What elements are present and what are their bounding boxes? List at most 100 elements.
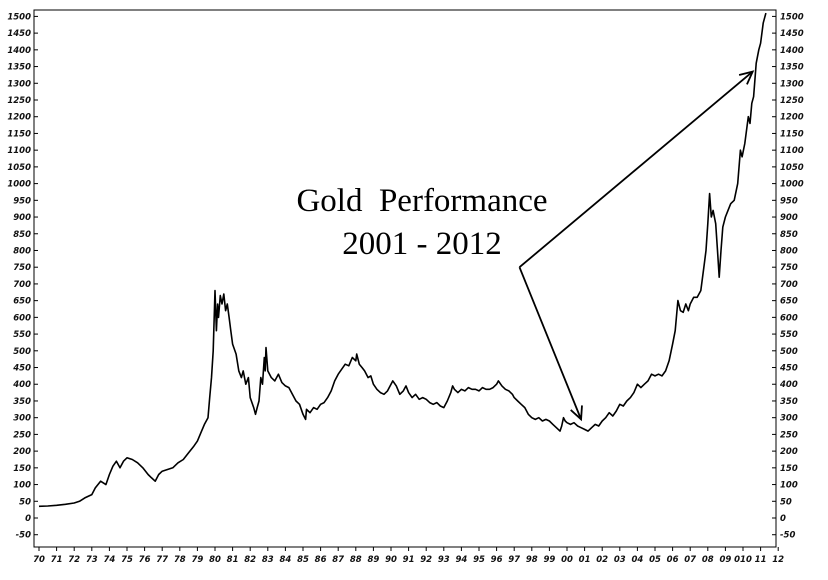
y-tick-left-label: 50 xyxy=(19,497,31,507)
x-tick-label: 97 xyxy=(508,555,520,565)
x-tick-label: 70 xyxy=(33,555,45,565)
y-tick-left-label: 1300 xyxy=(7,79,31,89)
x-tick-label: 08 xyxy=(702,555,714,565)
plot-frame xyxy=(33,9,777,548)
x-tick-label: 77 xyxy=(156,555,168,565)
y-tick-left-label: 1150 xyxy=(7,129,31,139)
y-tick-right-label: 900 xyxy=(780,213,798,223)
x-tick-label: 11 xyxy=(755,555,767,565)
x-tick-label: 12 xyxy=(772,555,784,565)
x-tick-label: 83 xyxy=(262,555,274,565)
y-tick-right-label: 400 xyxy=(779,380,798,390)
chart-title-line-2: 2001 - 2012 xyxy=(342,226,502,262)
y-tick-left-label: 1450 xyxy=(7,29,31,39)
y-tick-right-label: 600 xyxy=(780,313,798,323)
y-tick-right-label: 950 xyxy=(780,196,798,206)
x-tick-label: 92 xyxy=(420,555,432,565)
y-tick-right-label: 200 xyxy=(780,447,798,457)
annotation-arrow-1 xyxy=(518,266,582,420)
y-tick-right-label: 500 xyxy=(780,347,798,357)
y-tick-right-label: 850 xyxy=(780,230,798,240)
y-tick-right-label: 1500 xyxy=(780,12,804,22)
y-tick-left-label: 1100 xyxy=(7,146,31,156)
y-axis-left: -50 0 50 100 150 200 250 300 350 400 450 500 550 600 6… xyxy=(7,12,38,541)
x-tick-label: 07 xyxy=(684,555,696,565)
y-tick-right-label: 800 xyxy=(780,246,798,256)
x-tick-label: 94 xyxy=(455,555,467,565)
chart-title-line-1: Gold Performance xyxy=(296,183,547,219)
x-tick-label: 00 xyxy=(561,555,573,565)
annotation-layer xyxy=(518,70,755,422)
y-tick-right-label: 650 xyxy=(780,297,798,307)
y-tick-right-label: 1250 xyxy=(780,96,804,106)
y-tick-right-label: 450 xyxy=(779,364,798,374)
y-tick-right-label: 1000 xyxy=(780,180,804,190)
x-tick-label: 84 xyxy=(279,555,291,565)
x-tick-label: 05 xyxy=(649,555,661,565)
y-tick-left-label: 0 xyxy=(25,514,31,524)
y-tick-left-label: 1500 xyxy=(7,12,31,22)
y-tick-left-label: 450 xyxy=(12,364,31,374)
y-tick-left-label: 350 xyxy=(13,397,31,407)
x-tick-label: 87 xyxy=(332,555,344,565)
y-tick-left-label: 550 xyxy=(13,330,31,340)
y-tick-right-label: 350 xyxy=(780,397,798,407)
y-tick-right-label: 1150 xyxy=(780,129,804,139)
y-tick-left-label: 250 xyxy=(13,430,31,440)
x-tick-label: 95 xyxy=(473,555,485,565)
x-tick-label: 88 xyxy=(350,555,362,565)
x-tick-label: 82 xyxy=(244,555,256,565)
y-tick-left-label: 950 xyxy=(13,196,31,206)
y-tick-left-label: 1200 xyxy=(7,113,31,123)
y-tick-left-label: 1250 xyxy=(7,96,31,106)
x-tick-label: 76 xyxy=(139,555,151,565)
x-tick-label: 78 xyxy=(174,555,186,565)
annotation-arrow-2 xyxy=(518,70,754,268)
y-tick-right-label: 150 xyxy=(780,464,798,474)
y-tick-left-label: 1350 xyxy=(7,63,31,73)
x-tick-label: 74 xyxy=(103,555,115,565)
series-layer xyxy=(38,12,767,508)
y-tick-right-label: -50 xyxy=(780,531,795,541)
y-tick-left-label: 100 xyxy=(13,481,31,491)
x-tick-label: 80 xyxy=(209,555,221,565)
y-tick-left-label: 400 xyxy=(12,380,31,390)
x-tick-label: 89 xyxy=(367,555,379,565)
y-tick-left-label: 150 xyxy=(13,464,31,474)
y-tick-right-label: 550 xyxy=(780,330,798,340)
y-tick-left-label: 850 xyxy=(13,230,31,240)
y-tick-right-label: 1050 xyxy=(780,163,804,173)
y-tick-left-label: 800 xyxy=(13,246,31,256)
y-tick-left-label: 900 xyxy=(13,213,31,223)
x-tick-label: 85 xyxy=(297,555,309,565)
y-tick-left-label: 750 xyxy=(13,263,31,273)
y-tick-left-label: 200 xyxy=(13,447,31,457)
x-tick-label: 98 xyxy=(526,555,538,565)
x-tick-label: 90 xyxy=(385,555,397,565)
x-tick-label: 71 xyxy=(51,555,63,565)
x-tick-label: 010 xyxy=(734,555,752,565)
y-tick-left-label: 650 xyxy=(13,297,31,307)
x-tick-label: 02 xyxy=(596,555,608,565)
x-axis: 70 71 72 73 74 75 76 77 78 79 80 81 82 83 84 85 86 87 88 89… xyxy=(33,547,784,565)
y-tick-left-label: 500 xyxy=(13,347,31,357)
x-tick-label: 93 xyxy=(438,555,450,565)
x-tick-label: 96 xyxy=(491,555,503,565)
annotation-arrowhead-1 xyxy=(570,405,583,422)
x-tick-label: 81 xyxy=(227,555,239,565)
y-tick-right-label: 1200 xyxy=(780,113,804,123)
y-tick-right-label: 300 xyxy=(780,414,798,424)
y-tick-right-label: 1100 xyxy=(780,146,804,156)
x-tick-label: 03 xyxy=(614,555,626,565)
x-tick-label: 01 xyxy=(579,555,591,565)
y-tick-right-label: 750 xyxy=(780,263,798,273)
x-tick-label: 79 xyxy=(191,555,203,565)
y-tick-left-label: -50 xyxy=(16,531,31,541)
x-tick-label: 73 xyxy=(86,555,98,565)
gold-price-line xyxy=(38,12,767,508)
y-tick-right-label: 100 xyxy=(780,481,798,491)
y-tick-right-label: 1400 xyxy=(780,46,804,56)
x-tick-label: 99 xyxy=(543,555,555,565)
y-axis-right: -50 0 50 100 150 200 250 300 350 400 450 500 550 600 6… xyxy=(772,12,804,541)
y-tick-left-label: 1400 xyxy=(7,46,31,56)
